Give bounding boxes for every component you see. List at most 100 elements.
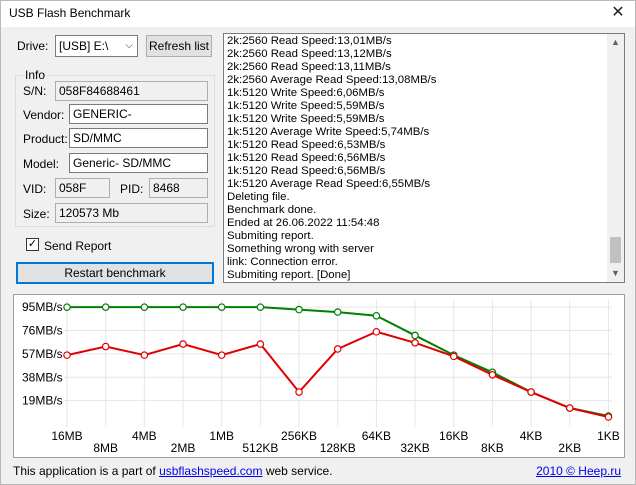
x-tick-label: 8KB: [481, 441, 504, 455]
data-point-write: [63, 351, 71, 359]
data-point-write: [372, 327, 381, 336]
vendor-label: Vendor:: [23, 108, 65, 122]
log-line: 1k:5120 Read Speed:6,56MB/s: [227, 152, 386, 164]
x-tick-label: 32KB: [400, 441, 429, 455]
data-point-write: [295, 388, 303, 396]
log-line: Deleting file.: [227, 191, 290, 203]
data-point-write: [604, 413, 613, 421]
scroll-down-icon[interactable]: ▼: [611, 268, 620, 278]
drive-label: Drive:: [17, 39, 49, 53]
vendor-field[interactable]: GENERIC-: [69, 104, 208, 124]
x-tick-label: 16MB: [51, 429, 82, 443]
data-point-read: [179, 303, 187, 311]
log-line: Benchmark done.: [227, 204, 317, 216]
log-scrollbar[interactable]: ▲ ▼: [607, 34, 624, 282]
title-bar: USB Flash Benchmark ✕: [1, 1, 635, 27]
scroll-up-icon[interactable]: ▲: [611, 37, 620, 47]
log-line: Ended at 26.06.2022 11:54:48: [227, 217, 380, 229]
y-tick-label: 57MB/s: [22, 347, 63, 361]
benchmark-chart: 95MB/s 76MB/s 57MB/s 38MB/s 19MB/s 16MB 8MB 4MB…: [13, 294, 625, 458]
log-line: 1k:5120 Write Speed:6,06MB/s: [227, 87, 385, 99]
log-line: 2k:2560 Read Speed:13,12MB/s: [227, 48, 392, 60]
data-point-write: [488, 371, 497, 379]
data-point-read: [101, 303, 110, 311]
x-tick-label: 2MB: [171, 441, 196, 455]
info-group-title: Info: [23, 68, 48, 82]
log-line: 2k:2560 Read Speed:13,11MB/s: [227, 61, 391, 73]
x-tick-label: 16KB: [439, 429, 468, 443]
size-label: Size:: [23, 207, 50, 221]
sn-label: S/N:: [23, 84, 47, 98]
y-tick-label: 76MB/s: [22, 324, 63, 338]
y-tick-label: 19MB/s: [22, 394, 63, 408]
usbflashspeed-link[interactable]: usbflashspeed.com: [159, 464, 263, 478]
data-point-read: [256, 303, 265, 311]
product-field[interactable]: SD/MMC: [69, 128, 208, 148]
heep-link[interactable]: 2010 © Heep.ru: [536, 464, 621, 478]
x-tick-label: 64KB: [362, 429, 391, 443]
data-point-write: [333, 345, 342, 353]
send-report-label[interactable]: Send Report: [44, 239, 112, 253]
info-group: [15, 75, 215, 227]
data-point-write: [140, 351, 149, 359]
size-field[interactable]: 120573 Mb: [55, 203, 208, 223]
data-point-write: [256, 340, 265, 348]
x-tick-label: 256KB: [281, 429, 317, 443]
send-report-checkbox[interactable]: ✓: [26, 238, 39, 251]
data-point-read: [63, 303, 71, 311]
chart-svg: 95MB/s 76MB/s 57MB/s 38MB/s 19MB/s 16MB 8MB 4MB…: [22, 300, 620, 455]
log-line: link: Connection error.: [227, 256, 338, 268]
scroll-thumb[interactable]: [610, 237, 621, 263]
restart-benchmark-button[interactable]: Restart benchmark: [16, 262, 214, 284]
refresh-list-button[interactable]: Refresh list: [146, 35, 212, 57]
x-tick-label: 128KB: [320, 441, 356, 455]
data-point-write: [449, 352, 458, 361]
data-point-write: [565, 404, 574, 412]
log-line: 2k:2560 Average Read Speed:13,08MB/s: [227, 74, 437, 86]
log-line: Something wrong with server: [227, 243, 374, 255]
data-point-read: [411, 331, 419, 340]
log-line: 1k:5120 Average Write Speed:5,74MB/s: [227, 126, 430, 138]
window-title: USB Flash Benchmark: [9, 6, 131, 20]
model-field[interactable]: Generic- SD/MMC: [69, 153, 208, 173]
pid-field[interactable]: 8468: [149, 178, 208, 198]
data-point-read: [372, 311, 381, 320]
log-line: 1k:5120 Read Speed:6,56MB/s: [227, 165, 386, 177]
drive-select[interactable]: [USB] E:\ ⌵: [55, 35, 138, 57]
x-tick-label: 8MB: [93, 441, 118, 455]
vid-field[interactable]: 058F: [55, 178, 110, 198]
log-line: Submiting report. [Done]: [227, 269, 351, 281]
data-point-write: [411, 339, 419, 347]
log-line: 2k:2560 Read Speed:13,01MB/s: [227, 35, 392, 47]
close-icon[interactable]: ✕: [611, 4, 625, 21]
y-tick-label: 95MB/s: [22, 300, 63, 314]
footer-prefix: This application is a part of: [13, 464, 160, 478]
log-line: 1k:5120 Write Speed:5,59MB/s: [227, 113, 385, 125]
log-line: 1k:5120 Write Speed:5,59MB/s: [227, 100, 385, 112]
footer-note: This application is a part of usbflashsp…: [13, 464, 333, 478]
data-point-write: [179, 340, 187, 348]
pid-label: PID:: [120, 182, 144, 196]
x-tick-label: 4MB: [132, 429, 157, 443]
data-point-read: [333, 308, 342, 316]
log-line: 1k:5120 Read Speed:6,53MB/s: [227, 139, 386, 151]
data-point-read: [217, 303, 226, 311]
x-tick-label: 1MB: [209, 429, 234, 443]
product-label: Product:: [23, 132, 68, 146]
y-tick-label: 38MB/s: [22, 370, 63, 384]
data-point-write: [217, 351, 226, 359]
data-point-read: [140, 303, 149, 311]
log-line: 1k:5120 Average Read Speed:6,55MB/s: [227, 178, 431, 190]
x-tick-label: 2KB: [558, 441, 581, 455]
vid-label: VID:: [23, 182, 47, 196]
drive-select-value: [USB] E:\: [59, 39, 109, 53]
data-point-write: [527, 388, 535, 396]
chevron-down-icon: ⌵: [125, 40, 133, 51]
data-point-write: [101, 342, 110, 351]
log-line: Submiting report.: [227, 230, 314, 242]
x-tick-label: 512KB: [242, 441, 278, 455]
log-output[interactable]: 2k:2560 Read Speed:13,01MB/s 2k:2560 Read…: [223, 33, 625, 283]
footer-suffix: web service.: [262, 464, 333, 478]
sn-field[interactable]: 058F84688461: [55, 81, 208, 101]
